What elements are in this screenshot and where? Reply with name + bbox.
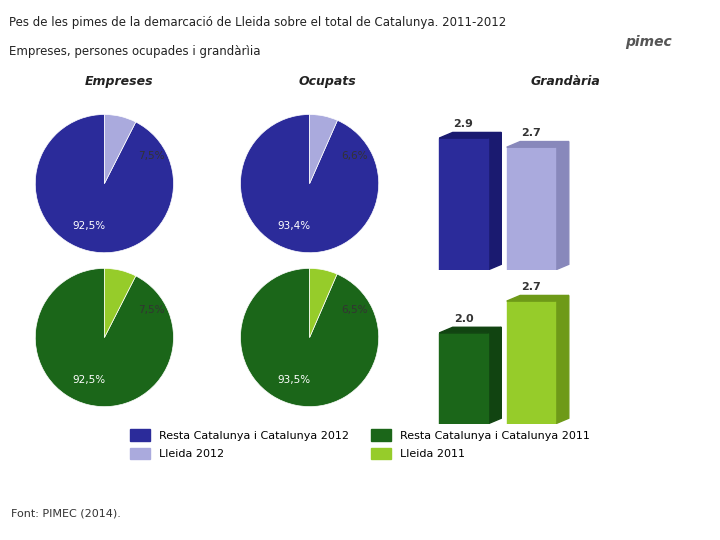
Polygon shape (488, 132, 501, 270)
Wedge shape (310, 114, 338, 184)
Bar (439, 333, 488, 424)
Text: 92,5%: 92,5% (73, 221, 106, 232)
Text: 7,5%: 7,5% (138, 151, 165, 161)
Text: Ocupats: Ocupats (299, 75, 356, 88)
Wedge shape (35, 114, 174, 253)
Polygon shape (439, 327, 501, 333)
Bar (507, 301, 555, 424)
Text: Empreses: Empreses (84, 75, 153, 88)
Text: 93,4%: 93,4% (278, 221, 311, 232)
Wedge shape (104, 268, 136, 338)
Text: 93,5%: 93,5% (278, 375, 311, 386)
Bar (507, 147, 555, 270)
Wedge shape (104, 114, 136, 184)
Text: 92,5%: 92,5% (73, 375, 106, 386)
Text: Pes de les pimes de la demarcació de Lleida sobre el total de Catalunya. 2011-20: Pes de les pimes de la demarcació de Lle… (9, 16, 506, 29)
Text: Empreses, persones ocupades i grandàrìia: Empreses, persones ocupades i grandàrìia (9, 45, 260, 58)
Polygon shape (488, 327, 501, 424)
Text: 7,5%: 7,5% (138, 305, 165, 315)
Wedge shape (35, 268, 174, 407)
Text: Grandària: Grandària (531, 75, 600, 88)
Text: 2.7: 2.7 (521, 282, 541, 292)
Text: pimec: pimec (626, 35, 672, 49)
Polygon shape (555, 141, 569, 270)
Polygon shape (507, 141, 569, 147)
Legend: Resta Catalunya i Catalunya 2012, Lleida 2012, Resta Catalunya i Catalunya 2011,: Resta Catalunya i Catalunya 2012, Lleida… (130, 429, 590, 459)
Polygon shape (439, 132, 501, 138)
Wedge shape (310, 268, 337, 338)
Text: Font: PIMEC (2014).: Font: PIMEC (2014). (11, 508, 121, 518)
Text: 6,6%: 6,6% (341, 151, 368, 161)
Wedge shape (240, 114, 379, 253)
Text: 2.9: 2.9 (454, 119, 474, 129)
Text: 2.7: 2.7 (521, 128, 541, 138)
Polygon shape (555, 295, 569, 424)
Polygon shape (507, 295, 569, 301)
Wedge shape (240, 268, 379, 407)
Bar (439, 138, 488, 270)
Text: 2.0: 2.0 (454, 314, 473, 323)
Text: 6,5%: 6,5% (341, 305, 368, 315)
